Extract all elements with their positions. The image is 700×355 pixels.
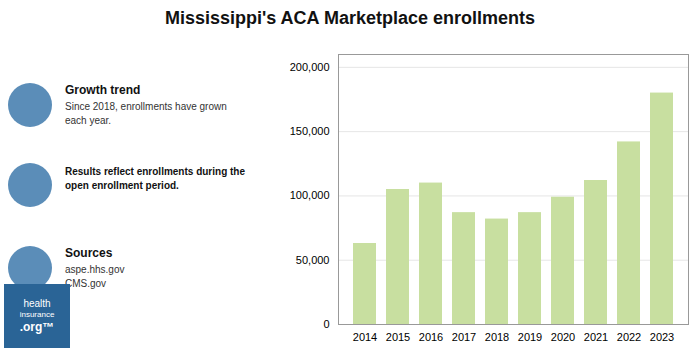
- svg-text:100,000: 100,000: [290, 189, 330, 201]
- html-text:Results reflect enrollments du: Results reflect enrollments during the o…: [65, 166, 245, 191]
- svg-text:2014: 2014: [353, 331, 377, 343]
- html-text:insurance: insurance: [19, 310, 55, 319]
- html-text:Since 2018, enrollments have g: Since 2018, enrollments have grown each …: [65, 101, 227, 126]
- svg-text:2023: 2023: [650, 331, 674, 343]
- html-text:Mississippi's ACA Marketplace: Mississippi's ACA Marketplace enrollment…: [165, 8, 535, 28]
- svg-text:2022: 2022: [617, 331, 641, 343]
- svg-text:50,000: 50,000: [296, 254, 330, 266]
- svg-text:2015: 2015: [386, 331, 410, 343]
- svg-text:2017: 2017: [452, 331, 476, 343]
- svg-text:2018: 2018: [485, 331, 509, 343]
- html-text:.org™: .org™: [19, 319, 55, 334]
- svg-text:2021: 2021: [584, 331, 608, 343]
- svg-text:2020: 2020: [551, 331, 575, 343]
- html-text:Growth trend: Growth trend: [65, 83, 141, 97]
- html-text:aspe.hhs.gov CMS.gov: aspe.hhs.gov CMS.gov: [65, 264, 125, 289]
- html-text:health: health: [23, 298, 51, 309]
- svg-text:0: 0: [323, 318, 329, 330]
- svg-text:2016: 2016: [419, 331, 443, 343]
- svg-text:200,000: 200,000: [290, 61, 330, 73]
- svg-text:2019: 2019: [518, 331, 542, 343]
- html-text:Sources: Sources: [65, 246, 113, 260]
- svg-text:150,000: 150,000: [290, 125, 330, 137]
